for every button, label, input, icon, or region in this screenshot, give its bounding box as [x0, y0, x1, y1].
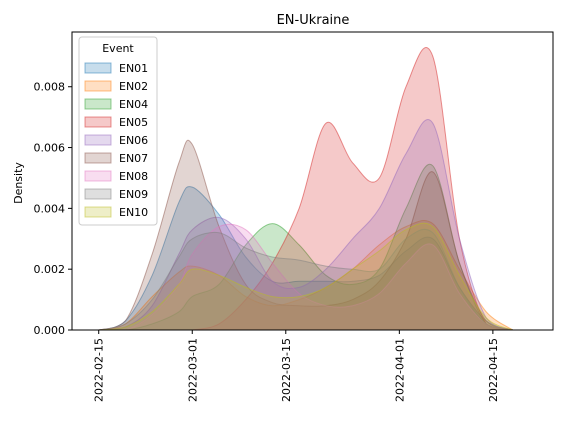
- x-tick-label: 2022-03-15: [280, 338, 293, 402]
- legend-swatch-en08: [84, 170, 112, 182]
- density-area-en07: [78, 139, 533, 331]
- y-axis-label: Density: [12, 162, 25, 204]
- legend-swatch-en10: [84, 206, 112, 218]
- x-tick-label: 2022-04-15: [487, 338, 500, 402]
- density-area-en10: [78, 222, 533, 331]
- density-areas: [78, 47, 533, 331]
- y-axis: 0.000 0.002 0.004 0.006 0.008: [34, 81, 72, 337]
- density-area-en02: [78, 220, 533, 331]
- legend-label-en05: EN05: [119, 116, 148, 129]
- chart-title: EN-Ukraine: [277, 13, 350, 28]
- x-tick-label: 2022-03-01: [186, 338, 199, 402]
- y-tick-label: 0.002: [34, 263, 66, 276]
- legend-label-en01: EN01: [119, 62, 148, 75]
- y-tick-label: 0.000: [34, 324, 66, 337]
- legend-swatch-en04: [84, 98, 112, 110]
- legend-label-en10: EN10: [119, 206, 148, 219]
- legend-swatch-en07: [84, 152, 112, 164]
- x-tick-label: 2022-04-01: [393, 338, 406, 402]
- density-area-en09: [78, 228, 533, 331]
- legend-swatch-en06: [84, 134, 112, 146]
- density-area-en08: [78, 223, 533, 331]
- x-tick-label: 2022-02-15: [93, 338, 106, 402]
- legend-label-en07: EN07: [119, 152, 148, 165]
- legend-label-en06: EN06: [119, 134, 148, 147]
- y-tick-label: 0.006: [34, 142, 66, 155]
- legend-label-en02: EN02: [119, 80, 148, 93]
- plot-frame: [71, 31, 554, 331]
- density-area-en01: [78, 186, 533, 331]
- legend-label-en04: EN04: [119, 98, 148, 111]
- x-axis: 2022-02-15 2022-03-01 2022-03-15 2022-04-01…: [93, 330, 500, 402]
- legend-swatch-en05: [84, 116, 112, 128]
- legend-title: Event: [102, 42, 134, 55]
- legend-box: [78, 36, 158, 226]
- legend-label-en08: EN08: [119, 170, 148, 183]
- legend-swatch-en09: [84, 188, 112, 200]
- legend-label-en09: EN09: [119, 188, 148, 201]
- y-tick-label: 0.008: [34, 81, 66, 94]
- legend-swatch-en01: [84, 62, 112, 74]
- legend: Event EN01 EN02 EN04 EN05 EN06 EN07 EN08 EN09 EN1…: [78, 36, 158, 226]
- y-tick-label: 0.004: [34, 202, 66, 215]
- legend-swatch-en02: [84, 80, 112, 92]
